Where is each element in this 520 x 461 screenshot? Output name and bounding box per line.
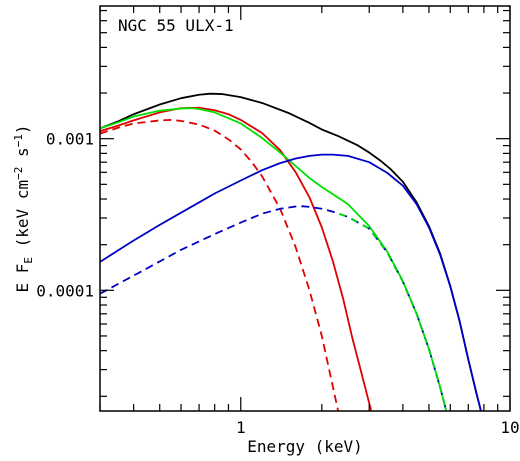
x-tick-label: 1	[236, 418, 246, 437]
blue-component-dashed-curve	[100, 205, 448, 411]
blue-component-curve	[100, 153, 482, 411]
y-tick-label: 0.001	[46, 130, 94, 149]
annotation-label: NGC 55 ULX-1	[118, 16, 234, 35]
y-axis-label-exp1: −2	[12, 167, 25, 180]
ticks-group: 1 10 0.0001 0.001	[36, 6, 520, 437]
y-axis-label-unit-close: )	[13, 125, 32, 135]
x-axis-label: Energy (keV)	[247, 437, 363, 456]
y-tick-label: 0.0001	[36, 281, 94, 300]
y-axis-label-exp2: −1	[12, 134, 25, 147]
curves-group	[100, 92, 482, 411]
disk-component-curve	[100, 106, 373, 411]
y-axis-label-unit-open: (keV cm	[13, 180, 32, 257]
total-model-curve	[100, 92, 482, 411]
y-axis-label: E FE (keV cm−2 s−1)	[12, 125, 35, 293]
plot-frame	[99, 5, 511, 412]
y-axis-label-prefix: E F	[13, 264, 32, 293]
x-tick-label: 10	[500, 418, 519, 437]
y-axis-label-sub: E	[22, 257, 35, 264]
y-axis-label-mid: s	[13, 147, 32, 166]
green-model-curve	[100, 107, 448, 411]
green-dashed-overlay-curve	[332, 210, 448, 411]
disk-component-dashed-curve	[100, 119, 340, 411]
